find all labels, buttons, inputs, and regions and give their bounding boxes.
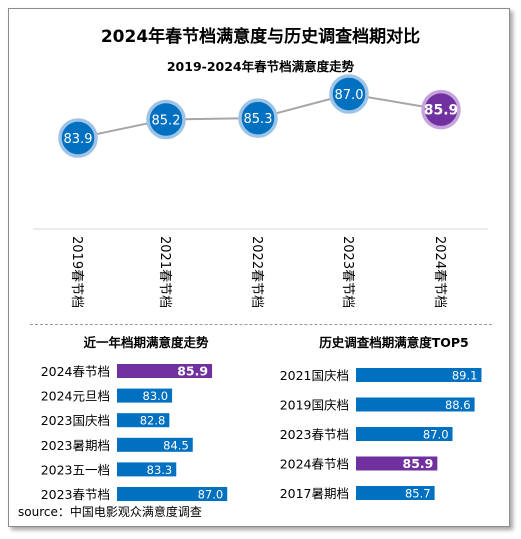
data-point-marker [421, 89, 461, 130]
line-chart-title: 2019-2024年春节档满意度走势 [166, 59, 355, 74]
category-label: 2017暑期档 [280, 486, 349, 501]
category-label: 2023暑期档 [41, 438, 110, 453]
bar-value-label: 85.9 [403, 456, 434, 471]
bar [356, 486, 435, 500]
line-chart: 83.9 2019春节档 85.2 2021春节档 85.3 2022春节档 87.0 202… [33, 74, 488, 308]
bar-value-label: 87.0 [423, 428, 449, 442]
bar-value-label: 83.3 [147, 463, 173, 477]
bar [117, 364, 213, 378]
bar-chart-title: 近一年档期满意度走势 [83, 335, 209, 350]
x-tick-label: 2021春节档 [157, 236, 172, 308]
bar-value-label: 85.7 [405, 487, 431, 501]
bar-value-label: 89.1 [452, 369, 478, 383]
bar [356, 456, 438, 471]
data-label: 83.9 [64, 132, 93, 147]
category-label: 2023春节档 [280, 427, 349, 442]
bar [117, 462, 177, 477]
bar [356, 427, 453, 441]
data-point-marker [329, 74, 369, 114]
bar [117, 487, 228, 501]
x-tick-label: 2023春节档 [340, 236, 355, 308]
bar-value-label: 84.5 [163, 438, 189, 452]
x-tick-label: 2024春节档 [432, 236, 447, 308]
category-label: 2024元旦档 [41, 389, 110, 404]
bar [356, 368, 482, 382]
category-label: 2021国庆档 [280, 368, 349, 383]
page-title: 2024年春节档满意度与历史调查档期对比 [100, 27, 421, 47]
category-label: 2024春节档 [280, 457, 349, 472]
data-label: 85.3 [244, 112, 273, 127]
category-label: 2023国庆档 [41, 413, 110, 428]
data-point-marker [146, 99, 186, 140]
bar-chart-title: 历史调查档期满意度TOP5 [319, 335, 469, 350]
category-label: 2024春节档 [41, 364, 110, 379]
category-label: 2023春节档 [41, 487, 110, 502]
category-label: 2019国庆档 [280, 398, 349, 413]
x-tick-label: 2019春节档 [69, 236, 84, 308]
bar-value-label: 83.0 [143, 389, 169, 403]
bar [117, 388, 173, 403]
x-tick-label: 2022春节档 [249, 236, 264, 308]
bar-chart-recent: 近一年档期满意度走势 2024春节档 85.9 2024元旦档 83.0 2023国庆档 8… [41, 335, 228, 502]
bar [117, 413, 170, 428]
data-label: 85.9 [424, 103, 459, 119]
data-label: 85.2 [152, 114, 181, 129]
bar-value-label: 88.6 [445, 398, 471, 412]
bar-value-label: 82.8 [140, 414, 166, 428]
section-divider [30, 324, 492, 325]
source-note: source：中国电影观众满意度调查 [18, 505, 202, 519]
bar-chart-top5: 历史调查档期满意度TOP5 2021国庆档 89.1 2019国庆档 88.6 2023春… [280, 335, 482, 501]
category-label: 2023五一档 [41, 462, 110, 477]
bar [356, 397, 475, 412]
data-label: 87.0 [335, 88, 364, 103]
data-point-marker [238, 98, 278, 138]
data-point-marker [58, 118, 98, 158]
bar-value-label: 85.9 [177, 364, 208, 379]
bar-value-label: 87.0 [198, 488, 224, 502]
bar [117, 437, 193, 452]
